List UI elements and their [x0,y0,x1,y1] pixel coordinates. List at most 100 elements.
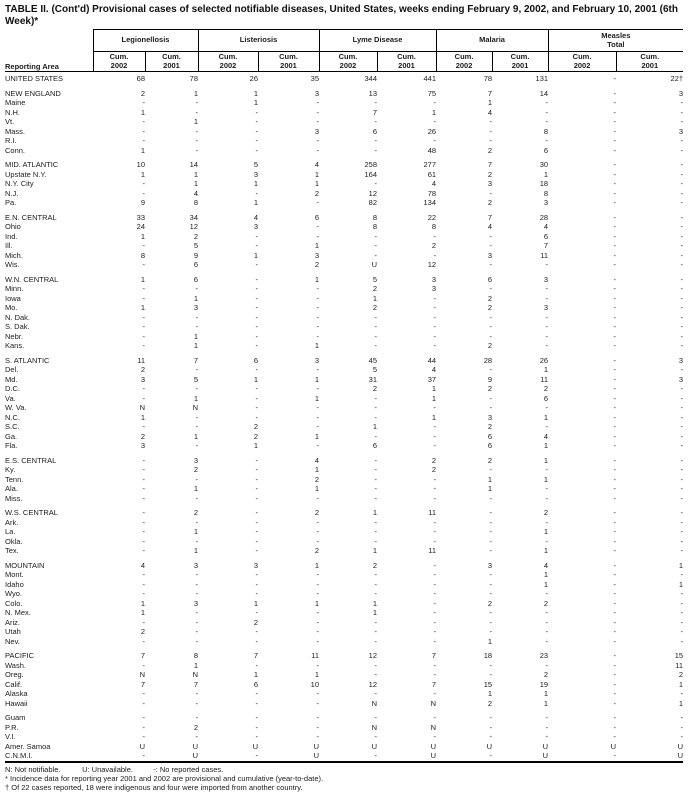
value-cell: - [613,374,617,384]
reporting-area-cell: Ind. [5,231,18,241]
notifiable-diseases-table: Reporting Area Legionellosis Listeriosis… [5,29,684,763]
value-cell: - [374,713,378,722]
value-cell: 26 [249,74,258,83]
value-cell: - [433,713,437,722]
reporting-area-cell: Wash. [5,660,26,670]
value-cell: - [489,660,493,670]
value-cell: - [545,312,549,322]
value-cell: - [255,713,259,722]
value-cell: - [142,188,146,198]
table-row: NEW ENGLAND 2 1 1 3 13 75 7 14-3 [5,89,683,99]
value-cell: 164 [364,169,378,179]
value-cell: 6 [543,145,549,155]
value-cell: - [613,527,617,536]
value-cell: - [374,579,378,589]
value-cell: 4 [543,560,549,570]
reporting-area-cell: Conn. [5,145,26,155]
value-cell: 2 [193,722,198,732]
value-cell: - [316,713,320,722]
value-cell: - [680,689,684,698]
value-cell: - [545,403,549,412]
value-cell: 2 [140,88,145,98]
value-cell: - [613,508,617,517]
value-cell: - [680,312,684,322]
value-cell: 1 [314,274,320,284]
table-row: Ill. - 5 - 1 - 2 - 7 - - [5,241,683,251]
value-cell: - [433,579,437,589]
value-cell: - [316,493,320,503]
reporting-area-cell: E.S. CENTRAL [5,455,57,465]
legend-no-reported-cases: -: No reported cases. [153,764,224,774]
value-cell: - [613,722,617,732]
reporting-area-cell: S. ATLANTIC [5,355,50,365]
subheader-row: Cum. 2002 Cum. 2001 Cum. 2002 Cum. 2001 Cum.… [5,51,684,72]
value-cell: - [489,188,493,198]
value-cell: - [142,589,146,598]
value-cell: - [195,474,199,484]
table-row: Nev. - - - - - - 1 - - - [5,637,683,647]
value-cell: - [374,455,378,465]
value-cell: - [255,107,259,117]
value-cell: - [545,117,549,126]
value-cell: - [489,732,493,741]
value-cell: - [255,260,259,269]
value-cell: - [195,732,199,741]
value-cell: - [433,403,437,412]
value-cell: - [374,231,378,241]
value-cell: - [613,274,617,284]
value-cell: - [374,312,378,322]
value-cell: 441 [423,74,437,83]
table-row: MOUNTAIN 4 3 3 1 2 - 3 4 - 1 [5,561,683,571]
reporting-area-cell: Del. [5,365,19,374]
reporting-area-cell: Pa. [5,198,17,207]
value-cell: - [433,474,437,484]
value-cell: - [142,384,146,393]
value-cell: 82 [368,198,378,207]
value-cell: - [613,260,617,269]
table-row: Upstate N.Y. 1 1 3 1 164 61 2 1 - - [5,170,683,180]
value-cell: 3 [193,303,198,312]
value-cell: 7 [431,651,437,660]
value-cell: 2 [487,698,493,708]
value-cell: 6 [543,231,549,241]
value-cell: - [489,126,493,136]
value-cell: - [316,570,320,579]
value-cell: - [613,589,617,598]
table-row: Tex. -1-2 1 11-1- - [5,546,683,556]
value-cell: - [613,474,617,484]
table-row: Alaska - - - - - - 1 1 - - [5,689,683,699]
value-cell: N [371,722,378,732]
value-cell: - [316,536,320,546]
reporting-area-cell: Amer. Samoa [5,741,51,751]
value-cell: 8 [372,222,378,231]
reporting-area-cell: Minn. [5,284,24,293]
value-cell: 6 [543,393,549,403]
value-cell: - [613,107,617,117]
value-cell: - [613,169,617,179]
value-cell: 2 [253,431,258,441]
value-cell: - [545,636,549,646]
value-cell: - [142,98,146,107]
value-cell: 14 [189,160,198,169]
value-cell: U [139,741,145,751]
value-cell: - [613,126,617,136]
value-cell: - [489,527,493,536]
value-cell: 9 [193,250,198,260]
value-cell: - [255,284,259,293]
reporting-area-cell: Hawaii [5,698,28,708]
value-cell: - [255,751,259,760]
value-cell: - [255,627,259,636]
value-cell: 1 [487,636,493,646]
value-cell: - [142,660,146,670]
value-cell: 8 [193,198,198,207]
value-cell: 10 [310,679,320,689]
value-cell: 4 [543,431,549,441]
value-cell: - [613,284,617,293]
value-cell: - [680,293,684,303]
value-cell: - [142,617,146,627]
value-cell: - [680,474,684,484]
table-row: Ark. - - - - - - - - - - [5,518,683,528]
value-cell: 75 [427,88,437,98]
value-cell: 45 [368,355,378,365]
value-cell: - [255,660,259,670]
